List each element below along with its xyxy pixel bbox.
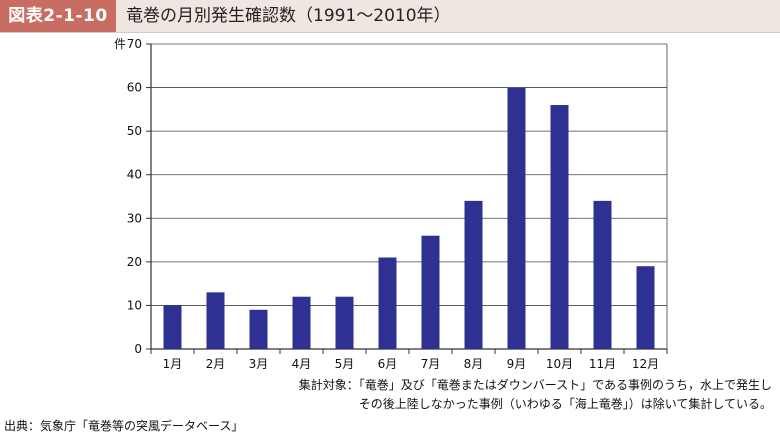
y-axis-ticks: 0 10 20 30 40 50 60 70 (127, 37, 151, 356)
bar-9月 (507, 87, 526, 350)
note-line-1: 集計対象：「竜巻」及び「竜巻またはダウンバースト」である事例のうち，水上で発生し (298, 378, 772, 392)
chart-bars (163, 87, 655, 350)
chart-grid (150, 43, 668, 350)
x-tick-label: 7月 (421, 357, 441, 371)
bar-12月 (636, 266, 655, 349)
x-tick-label: 8月 (464, 357, 484, 371)
y-tick-label: 40 (127, 168, 142, 182)
bar-6月 (378, 257, 397, 349)
y-tick-label: 70 (127, 37, 142, 51)
bar-10月 (550, 105, 569, 349)
x-axis-ticks: 1月 2月 3月 4月 5月 6月 7月 8月 9月 10月 11月 12月 (150, 349, 668, 371)
x-tick-label: 5月 (335, 357, 355, 371)
figure-title: 竜巻の月別発生確認数（1991～2010年） (126, 6, 451, 26)
y-tick-label: 30 (127, 211, 142, 225)
x-tick-label: 12月 (632, 357, 659, 371)
x-tick-label: 6月 (378, 357, 398, 371)
y-tick-label: 20 (127, 255, 142, 269)
y-tick-label: 60 (127, 81, 142, 95)
bar-1月 (163, 305, 182, 349)
y-tick-label: 0 (134, 342, 142, 356)
source-text: 出典：気象庁「竜巻等の突風データベース」 (4, 419, 244, 433)
x-tick-label: 2月 (206, 357, 226, 371)
x-tick-label: 4月 (292, 357, 312, 371)
y-tick-label: 10 (127, 298, 142, 312)
bar-5月 (335, 296, 354, 349)
note-line-2: その後上陸しなかった事例（いわゆる「海上竜巻」）は除いて集計している。 (358, 397, 772, 411)
bar-chart: 0 10 20 30 40 50 60 70 1月 2月 3月 4月 5月 6月 7月 8月 9月 10月 11月… (114, 37, 668, 371)
x-tick-label: 10月 (546, 357, 573, 371)
bar-8月 (464, 200, 483, 349)
bar-4月 (292, 296, 311, 349)
bar-11月 (593, 200, 612, 349)
bar-3月 (249, 309, 268, 349)
bar-2月 (206, 292, 225, 349)
bar-7月 (421, 235, 440, 349)
x-tick-label: 3月 (249, 357, 269, 371)
figure-label: 図表2-1-10 (0, 0, 116, 32)
x-tick-label: 1月 (163, 357, 183, 371)
figure-header: 図表2-1-10 竜巻の月別発生確認数（1991～2010年） (0, 0, 780, 33)
x-tick-label: 11月 (589, 357, 616, 371)
y-axis-label: 件 (114, 37, 126, 51)
y-tick-label: 50 (127, 124, 142, 138)
x-tick-label: 9月 (507, 357, 527, 371)
